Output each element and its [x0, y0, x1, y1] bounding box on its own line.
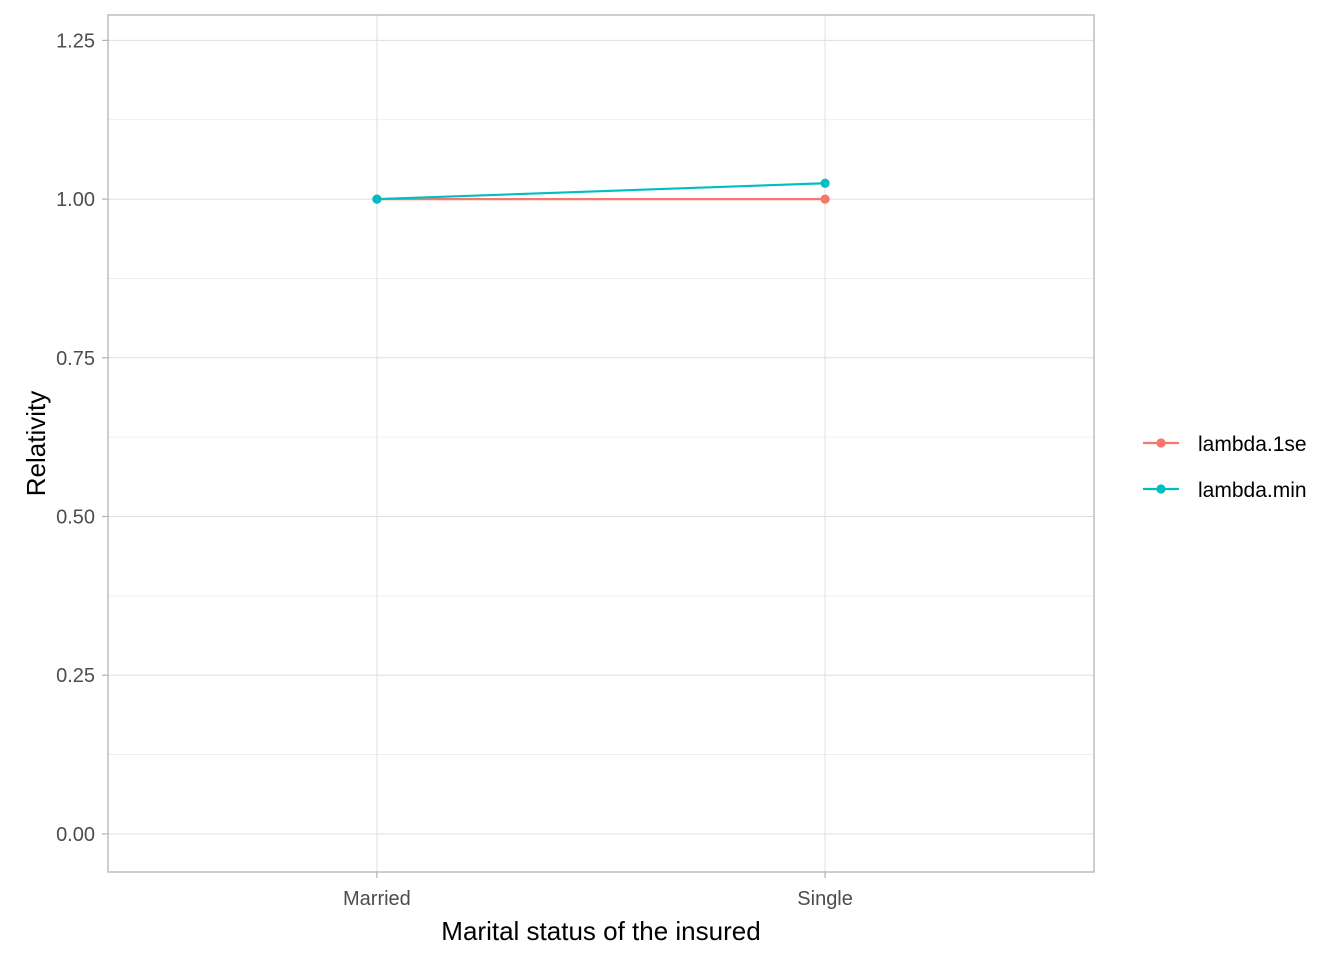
y-tick-label: 0.75: [56, 348, 95, 370]
legend-item: lambda.min: [1143, 479, 1307, 502]
y-tick-label: 1.00: [56, 189, 95, 211]
x-axis-title: Marital status of the insured: [441, 916, 760, 946]
series-layer: [372, 178, 830, 204]
minor-gridlines: [108, 119, 1094, 755]
major-gridlines: [108, 15, 1094, 872]
x-axis-ticks: Married Single: [343, 872, 853, 910]
y-tick-label: 0.25: [56, 665, 95, 687]
legend-label: lambda.1se: [1198, 433, 1307, 456]
legend-key-point: [1156, 484, 1166, 494]
y-axis-title: Relativity: [21, 391, 51, 496]
y-tick-label: 0.00: [56, 824, 95, 846]
y-axis-ticks: 0.00 0.25 0.50 0.75 1.00 1.25: [56, 30, 108, 846]
panel-border: [107, 14, 1095, 873]
legend-label: lambda.min: [1198, 479, 1307, 502]
series-line: [376, 182, 826, 201]
data-point: [820, 194, 830, 204]
y-tick-label: 0.50: [56, 507, 95, 529]
data-point: [820, 178, 830, 188]
legend-key-point: [1156, 438, 1166, 448]
x-tick-label: Single: [797, 888, 853, 910]
legend: lambda.1se lambda.min: [1143, 433, 1307, 502]
y-tick-label: 1.25: [56, 30, 95, 52]
legend-item: lambda.1se: [1143, 433, 1307, 456]
data-point: [372, 194, 382, 204]
series-lambda.min: [372, 178, 830, 204]
x-tick-label: Married: [343, 888, 411, 910]
